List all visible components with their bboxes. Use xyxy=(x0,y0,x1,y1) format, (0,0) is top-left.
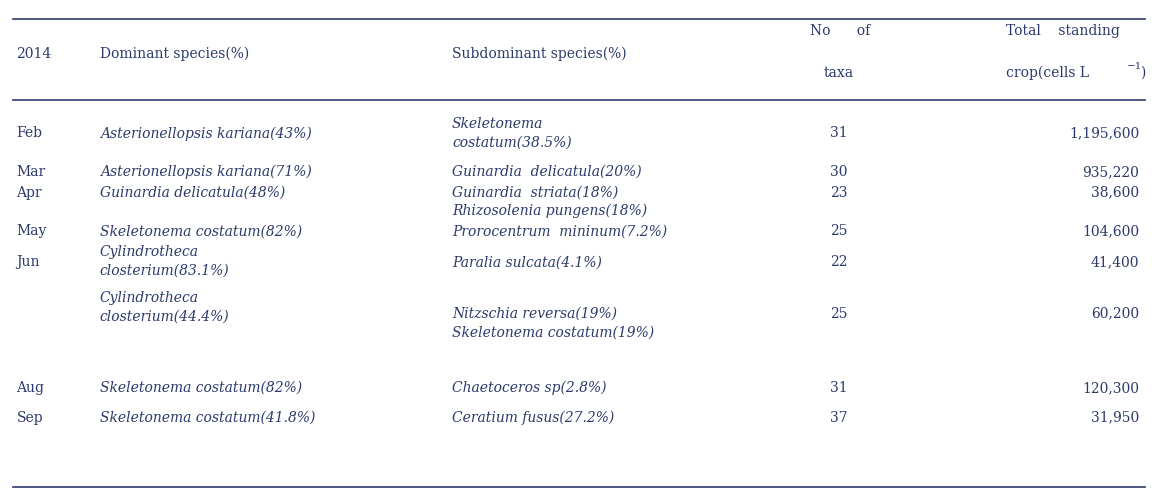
Text: Asterionellopsis kariana(71%): Asterionellopsis kariana(71%) xyxy=(100,165,312,179)
Text: Cylindrotheca: Cylindrotheca xyxy=(100,246,198,259)
Text: 60,200: 60,200 xyxy=(1091,307,1139,321)
Text: closterium(83.1%): closterium(83.1%) xyxy=(100,264,229,278)
Text: No      of: No of xyxy=(811,24,871,38)
Text: Feb: Feb xyxy=(16,126,43,140)
Text: Total    standing: Total standing xyxy=(1006,24,1120,38)
Text: Asterionellopsis kariana(43%): Asterionellopsis kariana(43%) xyxy=(100,126,312,141)
Text: 37: 37 xyxy=(830,411,848,424)
Text: 25: 25 xyxy=(830,307,848,321)
Text: crop(cells L: crop(cells L xyxy=(1006,66,1090,80)
Text: Prorocentrum  mininum(7.2%): Prorocentrum mininum(7.2%) xyxy=(452,224,667,238)
Text: Guinardia  delicatula(20%): Guinardia delicatula(20%) xyxy=(452,165,642,179)
Text: costatum(38.5%): costatum(38.5%) xyxy=(452,136,572,150)
Text: May: May xyxy=(16,224,46,238)
Text: Jun: Jun xyxy=(16,255,39,269)
Text: 935,220: 935,220 xyxy=(1083,165,1139,179)
Text: 30: 30 xyxy=(830,165,848,179)
Text: 31,950: 31,950 xyxy=(1091,411,1139,424)
Text: 25: 25 xyxy=(830,224,848,238)
Text: Aug: Aug xyxy=(16,381,44,395)
Text: 31: 31 xyxy=(830,126,848,140)
Text: Skeletonema costatum(82%): Skeletonema costatum(82%) xyxy=(100,381,302,395)
Text: Rhizosolenia pungens(18%): Rhizosolenia pungens(18%) xyxy=(452,204,647,218)
Text: Sep: Sep xyxy=(16,411,43,424)
Text: Skeletonema costatum(19%): Skeletonema costatum(19%) xyxy=(452,326,654,339)
Text: Dominant species(%): Dominant species(%) xyxy=(100,47,249,62)
Text: 41,400: 41,400 xyxy=(1091,255,1139,269)
Text: Apr: Apr xyxy=(16,186,42,200)
Text: taxa: taxa xyxy=(823,66,855,80)
Text: 1,195,600: 1,195,600 xyxy=(1069,126,1139,140)
Text: Paralia sulcata(4.1%): Paralia sulcata(4.1%) xyxy=(452,255,602,269)
Text: closterium(44.4%): closterium(44.4%) xyxy=(100,309,229,323)
Text: 104,600: 104,600 xyxy=(1083,224,1139,238)
Text: Skeletonema costatum(82%): Skeletonema costatum(82%) xyxy=(100,224,302,238)
Text: Guinardia  striata(18%): Guinardia striata(18%) xyxy=(452,186,618,200)
Text: 22: 22 xyxy=(830,255,848,269)
Text: 38,600: 38,600 xyxy=(1091,186,1139,200)
Text: −1: −1 xyxy=(1127,62,1143,71)
Text: Skeletonema costatum(41.8%): Skeletonema costatum(41.8%) xyxy=(100,411,315,424)
Text: 23: 23 xyxy=(830,186,848,200)
Text: 31: 31 xyxy=(830,381,848,395)
Text: Guinardia delicatula(48%): Guinardia delicatula(48%) xyxy=(100,186,285,200)
Text: Mar: Mar xyxy=(16,165,45,179)
Text: Subdominant species(%): Subdominant species(%) xyxy=(452,47,626,62)
Text: Chaetoceros sp(2.8%): Chaetoceros sp(2.8%) xyxy=(452,381,607,395)
Text: Ceratium fusus(27.2%): Ceratium fusus(27.2%) xyxy=(452,411,614,425)
Text: 2014: 2014 xyxy=(16,47,52,61)
Text: 120,300: 120,300 xyxy=(1083,381,1139,395)
Text: ): ) xyxy=(1141,66,1145,80)
Text: Cylindrotheca: Cylindrotheca xyxy=(100,291,198,305)
Text: Nitzschia reversa(19%): Nitzschia reversa(19%) xyxy=(452,307,617,321)
Text: Skeletonema: Skeletonema xyxy=(452,117,543,131)
